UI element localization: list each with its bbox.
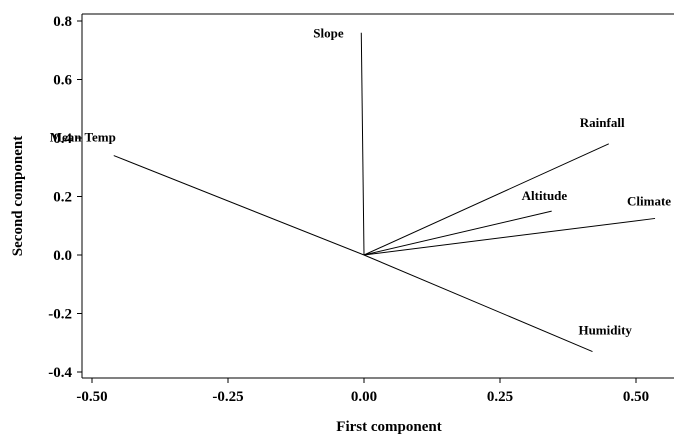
vector-label-humidity: Humidity — [578, 323, 632, 338]
y-axis-title: Second component — [10, 136, 26, 256]
x-tick-label: 0.50 — [623, 389, 649, 405]
x-tick-label: -0.50 — [76, 389, 107, 405]
vector-label-mean-temp: Mean Temp — [50, 130, 116, 145]
vector-climate — [363, 217, 656, 256]
vector-label-climate: Climate — [627, 193, 671, 208]
y-tick-label: -0.4 — [48, 365, 72, 381]
loading-vectors — [113, 32, 656, 352]
vector-labels: Slope Mean Temp Rainfall Altitude Climate Hum… — [50, 26, 672, 338]
vector-label-slope: Slope — [313, 26, 344, 41]
y-tick-label: 0.0 — [53, 248, 72, 264]
vector-label-rainfall: Rainfall — [580, 115, 625, 130]
y-tick-label: 0.8 — [53, 14, 72, 30]
y-tick-label: -0.2 — [48, 307, 72, 323]
vector-slope — [360, 32, 365, 256]
x-tick-label: 0.25 — [487, 389, 513, 405]
vector-mean-temp — [113, 155, 365, 256]
vector-humidity — [363, 254, 593, 352]
axis-ticks: -0.50 -0.25 0.00 0.25 0.50 -0.4 -0.2 0.0 0.2 0.4 0… — [48, 14, 649, 405]
y-tick-label: 0.2 — [53, 190, 72, 206]
vector-altitude — [363, 210, 552, 256]
x-tick-label: 0.00 — [351, 389, 377, 405]
x-tick-label: -0.25 — [212, 389, 243, 405]
vector-rainfall — [363, 143, 610, 256]
x-axis-title: First component — [336, 419, 441, 435]
y-tick-label: 0.6 — [53, 73, 72, 89]
y-tick-label: 0.4 — [53, 131, 72, 147]
vector-label-altitude: Altitude — [522, 188, 568, 203]
